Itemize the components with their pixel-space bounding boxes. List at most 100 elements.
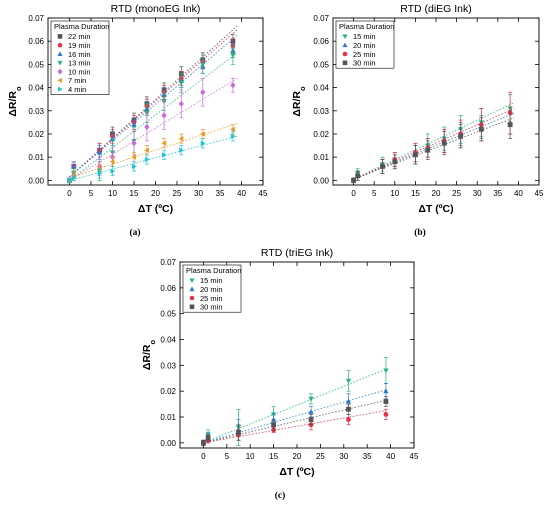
chart-caption: (c) (275, 490, 286, 501)
chart-c: RTD (triEG Ink) 0 5 10 15 20 25 30 35 40 45 0.00 0.0… (141, 247, 419, 501)
legend-label: 19 min (68, 41, 91, 50)
data-point (478, 126, 484, 132)
legend-marker (57, 34, 63, 39)
data-point (178, 80, 184, 86)
legend-label: 25 min (200, 294, 223, 303)
y-tick-label: 0.00 (313, 176, 329, 185)
x-axis-label: ΔT (ºC) (138, 203, 173, 215)
x-tick-label: 0 (351, 189, 356, 198)
legend-label: 30 min (353, 59, 376, 68)
legend-marker (342, 34, 348, 40)
data-point (383, 412, 389, 417)
x-tick-label: 30 (194, 189, 203, 198)
x-tick-label: 20 (432, 189, 441, 198)
data-point (346, 406, 351, 412)
data-point (178, 100, 184, 107)
legend-marker (57, 51, 63, 56)
y-tick-label: 0.01 (160, 413, 176, 422)
legend-label: 20 min (353, 41, 376, 50)
legend-marker (342, 42, 348, 48)
plot-area (66, 25, 238, 184)
data-point (67, 177, 73, 184)
data-point (236, 430, 241, 435)
y-tick-label: 0.02 (313, 130, 329, 139)
x-tick-label: 25 (173, 189, 182, 198)
legend-label: 16 min (68, 50, 91, 59)
data-point (380, 164, 385, 169)
chart-a: RTD (monoEG Ink) 0 5 10 15 20 25 30 35 40 45 0.00 0.… (7, 3, 268, 238)
data-point (200, 140, 206, 146)
data-point (346, 417, 351, 422)
data-point (161, 140, 167, 146)
legend-marker (58, 86, 63, 92)
y-tick-label: 0.00 (28, 176, 44, 185)
legend-box (50, 20, 110, 95)
data-point (383, 388, 389, 394)
legend-marker (57, 68, 63, 75)
plot-area (200, 357, 389, 446)
data-point (230, 133, 236, 139)
data-point (200, 62, 206, 68)
x-tick-label: 40 (386, 452, 395, 461)
data-point (179, 147, 185, 153)
legend-marker (57, 60, 63, 66)
series-15-min (200, 357, 389, 446)
data-point (383, 399, 389, 404)
y-axis-label: ΔR/Ro (291, 86, 307, 117)
data-point (271, 422, 276, 428)
y-tick-label: 0.03 (160, 361, 176, 370)
y-tick-label: 0.01 (313, 153, 329, 162)
fit-line (69, 135, 238, 181)
data-point (71, 163, 77, 169)
series-25-min (351, 91, 515, 184)
legend-label: 25 min (353, 50, 376, 59)
x-tick-label: 35 (216, 189, 225, 198)
legend-label: 22 min (68, 32, 91, 41)
data-point (131, 163, 137, 170)
legend-label: 10 min (68, 67, 91, 76)
data-point (355, 173, 361, 179)
series-30-min (201, 395, 389, 446)
data-point (109, 159, 115, 165)
data-point (345, 398, 352, 404)
y-axis-label: ΔR/Ro (141, 339, 157, 370)
plot-area (350, 91, 515, 184)
data-point (162, 152, 167, 158)
data-point (308, 417, 314, 422)
y-tick-label: 0.02 (28, 130, 44, 139)
series-30-min (351, 110, 515, 184)
x-tick-label: 40 (237, 189, 246, 198)
legend-label: 7 min (68, 76, 86, 85)
y-tick-label: 0.03 (28, 107, 44, 116)
data-point (71, 175, 77, 181)
data-point (161, 112, 167, 119)
chart-b: RTD (diEG Ink) 0 5 10 15 20 25 30 35 40 45 0.00 0.01… (291, 3, 544, 238)
y-axis-label: ΔR/Ro (7, 86, 23, 117)
data-point (507, 122, 513, 128)
data-point (131, 140, 137, 147)
x-tick-label: 25 (316, 452, 325, 461)
legend-title: Plasma Duration (339, 22, 394, 31)
data-point (178, 135, 184, 142)
fit-line (353, 112, 515, 180)
x-tick-label: 0 (67, 189, 72, 198)
chart-caption: (b) (414, 227, 426, 238)
y-tick-label: 0.07 (160, 258, 176, 267)
chart-title: RTD (monoEG Ink) (111, 3, 201, 15)
x-tick-label: 35 (363, 452, 372, 461)
x-tick-label: 5 (372, 189, 377, 198)
legend-marker (189, 304, 195, 310)
fit-line (203, 410, 386, 444)
legend-label: 20 min (200, 285, 223, 294)
data-point (200, 131, 205, 137)
fit-line (203, 368, 387, 444)
y-tick-label: 0.04 (28, 84, 44, 93)
data-point (308, 409, 314, 414)
x-tick-label: 15 (130, 189, 139, 198)
legend-marker (342, 60, 348, 66)
data-point (200, 89, 206, 96)
data-point (96, 149, 103, 155)
